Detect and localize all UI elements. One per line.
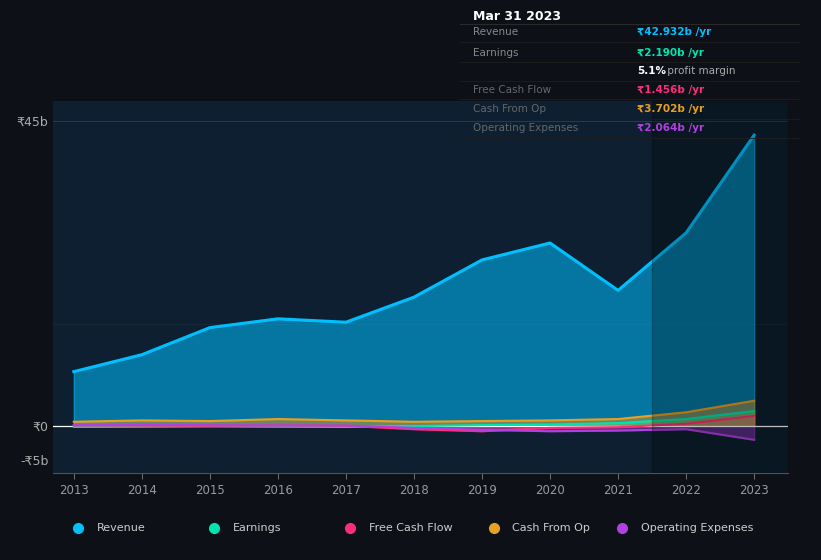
Text: Revenue: Revenue bbox=[474, 27, 519, 38]
Text: Earnings: Earnings bbox=[474, 48, 519, 58]
Text: Mar 31 2023: Mar 31 2023 bbox=[474, 10, 562, 23]
Text: Operating Expenses: Operating Expenses bbox=[474, 123, 579, 133]
Text: Cash From Op: Cash From Op bbox=[512, 523, 590, 533]
Text: profit margin: profit margin bbox=[664, 66, 736, 76]
Text: 5.1%: 5.1% bbox=[637, 66, 666, 76]
Text: Earnings: Earnings bbox=[233, 523, 282, 533]
Text: Free Cash Flow: Free Cash Flow bbox=[474, 85, 552, 95]
Text: Operating Expenses: Operating Expenses bbox=[641, 523, 753, 533]
Text: ₹1.456b /yr: ₹1.456b /yr bbox=[637, 85, 704, 95]
Text: ₹3.702b /yr: ₹3.702b /yr bbox=[637, 104, 704, 114]
Text: Revenue: Revenue bbox=[97, 523, 146, 533]
Text: Free Cash Flow: Free Cash Flow bbox=[369, 523, 452, 533]
Text: Cash From Op: Cash From Op bbox=[474, 104, 547, 114]
Text: ₹2.064b /yr: ₹2.064b /yr bbox=[637, 123, 704, 133]
Bar bbox=[652, 101, 788, 473]
Text: ₹2.190b /yr: ₹2.190b /yr bbox=[637, 48, 704, 58]
Text: ₹42.932b /yr: ₹42.932b /yr bbox=[637, 27, 711, 38]
